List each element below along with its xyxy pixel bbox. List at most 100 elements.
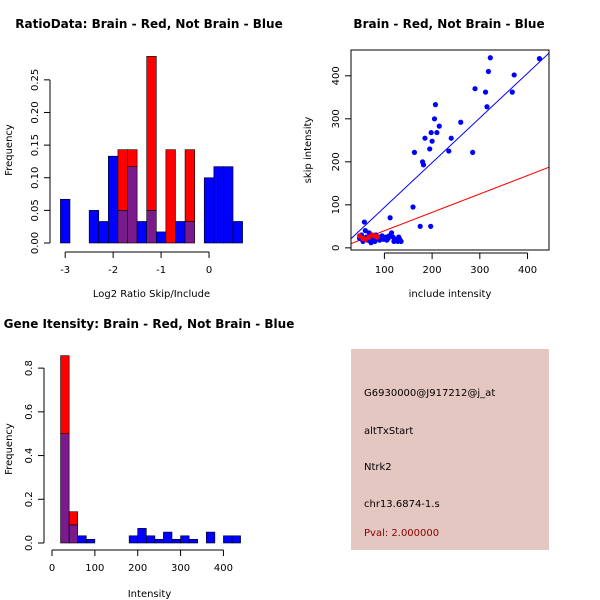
- ratio_hist-bar-not-brain: [88, 210, 100, 244]
- ratio_hist-y-tick-label: 0.00: [30, 232, 41, 254]
- gene_intensity_hist-y-tick-label: 0.2: [24, 491, 35, 507]
- intensity_scatter-point-not-brain: [410, 204, 416, 210]
- info-location: chr13.6874-1.s: [364, 499, 440, 510]
- ratio_hist-y-tick-label: 0.20: [30, 101, 41, 123]
- ratio_hist-bar-not-brain: [232, 221, 243, 244]
- intensity_scatter-point-not-brain: [361, 219, 367, 225]
- gene_intensity_hist-bar-not-brain: [188, 538, 199, 544]
- gene_intensity_hist-y-tick-label: 0.8: [24, 360, 35, 376]
- gene_intensity_hist-y-label: Frequency: [4, 423, 15, 475]
- ratio_hist-y-label: Frequency: [4, 124, 15, 176]
- gene_intensity_hist-bar-not-brain: [128, 535, 139, 544]
- info-event-type: altTxStart: [364, 426, 413, 437]
- ratio_hist-bar-overlap: [127, 166, 138, 244]
- gene_intensity_hist-bar-overlap: [68, 524, 79, 544]
- info-pval: Pval: 2.000000: [364, 528, 439, 539]
- intensity_scatter-point-not-brain: [485, 68, 492, 75]
- ratio_hist-y-tick-label: 0.15: [30, 134, 41, 156]
- ratio_hist-bar-brain: [146, 56, 157, 211]
- gene_intensity_hist-bar-not-brain: [171, 538, 181, 544]
- ratio_hist-x-tick-label: -1: [156, 265, 166, 276]
- intensity_scatter-point-not-brain: [434, 129, 440, 136]
- intensity_scatter-point-not-brain: [429, 138, 435, 144]
- intensity_scatter-x-tick-label: 300: [470, 265, 489, 276]
- ratio_hist-y-tick-label: 0.05: [30, 199, 41, 221]
- ratio_hist-x-tick-label: 0: [206, 265, 212, 276]
- intensity_scatter-point-not-brain: [387, 215, 393, 221]
- ratio_hist-bar-not-brain: [136, 221, 148, 244]
- intensity_scatter-point-not-brain: [487, 55, 493, 61]
- ratio_hist-bar-not-brain: [175, 221, 186, 244]
- gene_intensity_hist-bar-not-brain: [231, 535, 241, 544]
- intensity_scatter-point-not-brain: [411, 149, 418, 155]
- ratio_hist-bar-not-brain: [155, 231, 167, 244]
- intensity_scatter-point-not-brain: [428, 129, 434, 136]
- intensity_scatter-point-not-brain: [448, 135, 454, 141]
- ratio_hist-title: RatioData: Brain - Red, Not Brain - Blue: [15, 17, 282, 31]
- intensity_scatter-point-not-brain: [536, 56, 543, 62]
- info-gene-symbol: Ntrk2: [364, 462, 392, 473]
- intensity_scatter-point-not-brain: [420, 162, 427, 168]
- ratio_hist-bar-overlap: [146, 210, 157, 244]
- gene_intensity_hist-bar-not-brain: [223, 535, 233, 544]
- ratio_hist-bar-not-brain: [108, 155, 119, 244]
- ratio_hist-bar-not-brain: [213, 166, 224, 244]
- intensity_scatter-y-tick-label: 300: [331, 109, 342, 128]
- gene_intensity_hist-bar-not-brain: [85, 538, 96, 544]
- gene_intensity_hist-bar-not-brain: [77, 535, 87, 544]
- intensity_scatter-x-tick-label: 400: [518, 265, 537, 276]
- intensity_scatter-title: Brain - Red, Not Brain - Blue: [353, 17, 544, 31]
- gene_intensity_hist-bar-overlap: [60, 433, 70, 544]
- gene_intensity_hist-bar-not-brain: [137, 528, 147, 544]
- intensity_scatter-point-brain: [374, 234, 380, 240]
- intensity_scatter-point-not-brain: [446, 148, 452, 154]
- ratio_hist-bar-overlap: [184, 221, 195, 244]
- intensity_scatter-y-tick-label: 0: [331, 245, 342, 251]
- intensity_scatter-point-not-brain: [388, 230, 395, 236]
- ratio_hist-x-label: Log2 Ratio Skip/Include: [93, 289, 210, 300]
- intensity_scatter-fit-line-not-brain: [351, 52, 549, 240]
- intensity_scatter-point-not-brain: [362, 228, 368, 234]
- intensity_scatter-y-tick-label: 400: [331, 66, 342, 85]
- ratio_hist-bar-not-brain: [203, 177, 215, 244]
- gene_intensity_hist-bar-brain: [68, 511, 79, 526]
- ratio_hist-x-tick-label: -2: [108, 265, 118, 276]
- intensity_scatter-point-not-brain: [470, 149, 476, 155]
- intensity_scatter-point-not-brain: [482, 89, 489, 95]
- ratio_hist-bar-brain: [127, 149, 138, 167]
- intensity_scatter-point-not-brain: [509, 89, 515, 95]
- intensity_scatter-x-label: include intensity: [409, 289, 492, 300]
- intensity_scatter-point-not-brain: [427, 146, 433, 152]
- ratio_hist-bar-overlap: [117, 210, 128, 244]
- ratio_hist-y-tick-label: 0.25: [30, 69, 41, 91]
- intensity_scatter-point-not-brain: [398, 238, 404, 244]
- ratio_hist-bar-brain: [184, 149, 195, 222]
- info-panel-background: [351, 349, 549, 550]
- gene_intensity_hist-y-tick-label: 0.6: [24, 404, 35, 420]
- gene_intensity_hist-x-tick-label: 300: [171, 563, 190, 574]
- intensity_scatter-point-not-brain: [484, 104, 490, 110]
- intensity_scatter-y-label: skip intensity: [303, 117, 314, 184]
- gene_intensity_hist-title: Gene Itensity: Brain - Red, Not Brain - …: [4, 317, 295, 331]
- gene_intensity_hist-y-tick-label: 0.4: [24, 448, 35, 464]
- gene_intensity_hist-x-tick-label: 400: [214, 563, 233, 574]
- ratio_hist-bar-not-brain: [223, 166, 234, 244]
- ratio_hist-x-tick-label: -3: [60, 265, 70, 276]
- intensity_scatter-x-tick-label: 100: [375, 265, 394, 276]
- gene_intensity_hist-x-label: Intensity: [128, 589, 172, 600]
- gene_intensity_hist-bar-not-brain: [154, 538, 164, 544]
- intensity_scatter-point-not-brain: [431, 116, 438, 122]
- info-probe-id: G6930000@J917212@j_at: [364, 388, 495, 399]
- intensity_scatter-point-not-brain: [458, 119, 464, 125]
- ratio_hist-bar-not-brain: [98, 221, 109, 244]
- intensity_scatter-point-not-brain: [417, 223, 423, 229]
- gene_intensity_hist-bar-not-brain: [145, 535, 156, 544]
- intensity_scatter-point-not-brain: [432, 102, 439, 108]
- intensity_scatter-x-tick-label: 200: [423, 265, 442, 276]
- gene_intensity_hist-y-tick-label: 0.0: [24, 535, 35, 551]
- intensity_scatter-point-brain: [362, 236, 368, 242]
- gene_intensity_hist-x-tick-label: 100: [85, 563, 104, 574]
- ratio_hist-bar-not-brain: [60, 198, 71, 244]
- intensity_scatter-y-tick-label: 200: [331, 152, 342, 171]
